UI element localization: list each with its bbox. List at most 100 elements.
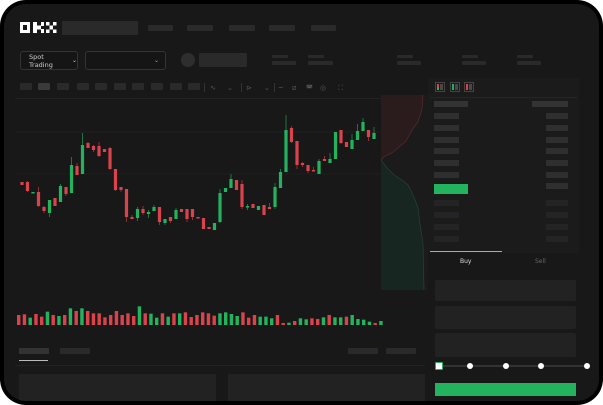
market-selector[interactable]: Spot Trading ⌄ xyxy=(20,51,78,70)
timeframe-button[interactable] xyxy=(57,83,69,90)
ask-row-size xyxy=(546,172,568,178)
wave-icon[interactable]: ~ xyxy=(278,84,284,92)
candle xyxy=(36,187,41,207)
volume-bar xyxy=(321,317,326,325)
slider-step[interactable] xyxy=(503,363,509,369)
candle-body xyxy=(75,166,79,175)
pair-selector[interactable]: ⌄ xyxy=(85,51,166,70)
slider-handle[interactable] xyxy=(435,362,443,370)
total-input[interactable] xyxy=(435,333,576,357)
volume-bar xyxy=(97,313,101,325)
chevron-down-icon[interactable]: ⌄ xyxy=(264,84,270,92)
candle-body xyxy=(218,193,222,222)
volume-bar xyxy=(74,311,78,325)
volume-bar xyxy=(189,317,193,325)
candle-body xyxy=(284,130,288,172)
candle xyxy=(80,133,85,174)
indicator-icon[interactable]: ∿ xyxy=(210,84,216,92)
candle-body xyxy=(86,143,90,148)
amount-input[interactable] xyxy=(435,306,576,329)
candle xyxy=(130,215,134,219)
volume-bar xyxy=(63,315,67,325)
timeframe-button[interactable] xyxy=(132,83,144,90)
tab-buy[interactable]: Buy xyxy=(460,258,472,265)
ask-row-size xyxy=(546,148,568,154)
candle-body xyxy=(163,219,167,223)
amount-slider-track[interactable] xyxy=(439,365,587,367)
filter-button[interactable] xyxy=(348,348,378,354)
nav-item[interactable] xyxy=(148,25,173,31)
panel-card xyxy=(19,374,216,401)
price-input[interactable] xyxy=(435,280,576,301)
slider-step[interactable] xyxy=(584,363,590,369)
nav-item[interactable] xyxy=(229,25,255,31)
buy-button[interactable] xyxy=(435,383,576,396)
settings-icon[interactable]: ◎ xyxy=(320,84,327,92)
candle xyxy=(141,206,145,215)
timeframe-button[interactable] xyxy=(114,83,126,90)
volume-bar xyxy=(109,315,113,325)
search-bar[interactable] xyxy=(62,21,138,35)
orderbook-both-icon[interactable] xyxy=(435,82,445,92)
chevron-down-icon[interactable]: ⌄ xyxy=(227,84,233,92)
candle-body xyxy=(47,200,52,213)
candle-body xyxy=(317,161,321,174)
candle xyxy=(207,227,211,229)
candlestick-chart[interactable] xyxy=(4,4,429,334)
bid-row-price xyxy=(434,236,459,242)
timeframe-button[interactable] xyxy=(188,83,200,90)
volume-bar xyxy=(28,317,32,325)
bid-row-size xyxy=(546,224,568,230)
timeframe-button[interactable] xyxy=(77,83,89,90)
tab-open-orders[interactable] xyxy=(19,348,49,354)
nav-item[interactable] xyxy=(269,25,295,31)
timeframe-button[interactable] xyxy=(151,83,163,90)
candle xyxy=(196,217,200,219)
nav-item[interactable] xyxy=(187,25,213,31)
tab-order-history[interactable] xyxy=(60,348,90,354)
candle-body xyxy=(339,130,343,143)
volume-bar xyxy=(91,313,96,325)
candle xyxy=(212,223,217,230)
orderbook-asks-icon[interactable] xyxy=(464,82,474,92)
timeframe-button[interactable] xyxy=(38,83,50,90)
drawing-icon[interactable]: ⊳ xyxy=(246,84,252,92)
candle-body xyxy=(328,159,332,163)
slider-step[interactable] xyxy=(538,363,544,369)
okx-logo[interactable] xyxy=(20,22,58,34)
app-window: Spot Trading ⌄ ⌄ ∿ ⌄ ⊳ ⌄ ~ ⧄ ◚ ◎ ⛶ xyxy=(4,4,599,401)
nav-item[interactable] xyxy=(311,25,336,31)
pair-name xyxy=(199,53,247,67)
candle xyxy=(168,217,173,223)
candle-body xyxy=(36,192,41,206)
candle xyxy=(185,209,189,222)
candle-body xyxy=(245,206,250,208)
filter-button[interactable] xyxy=(386,348,416,354)
candle xyxy=(135,207,140,221)
tab-sell[interactable]: Sell xyxy=(535,258,546,265)
candle-body xyxy=(240,184,244,207)
candle xyxy=(64,187,68,196)
chevron-down-icon: ⌄ xyxy=(153,57,159,64)
volume-bar xyxy=(333,317,337,325)
candle xyxy=(190,209,195,220)
fullscreen-icon[interactable]: ⛶ xyxy=(338,84,343,92)
orderbook-bids-icon[interactable] xyxy=(450,82,460,92)
slider-step[interactable] xyxy=(467,363,473,369)
candle-body xyxy=(350,140,354,149)
candle xyxy=(366,130,371,141)
candle xyxy=(91,145,96,152)
volume-bar xyxy=(206,313,211,325)
volume-bar xyxy=(229,314,234,325)
volume-bar xyxy=(149,313,153,325)
volume-bar xyxy=(201,312,205,325)
camera-icon[interactable]: ◚ xyxy=(306,84,313,92)
candle-body xyxy=(372,133,376,139)
volume-bar xyxy=(293,321,297,325)
timeframe-button[interactable] xyxy=(20,83,32,90)
volume-bar xyxy=(281,323,285,325)
ruler-icon[interactable]: ⧄ xyxy=(292,84,297,92)
timeframe-button[interactable] xyxy=(170,83,182,90)
volume-bar xyxy=(310,318,314,325)
timeframe-button[interactable] xyxy=(95,83,107,90)
